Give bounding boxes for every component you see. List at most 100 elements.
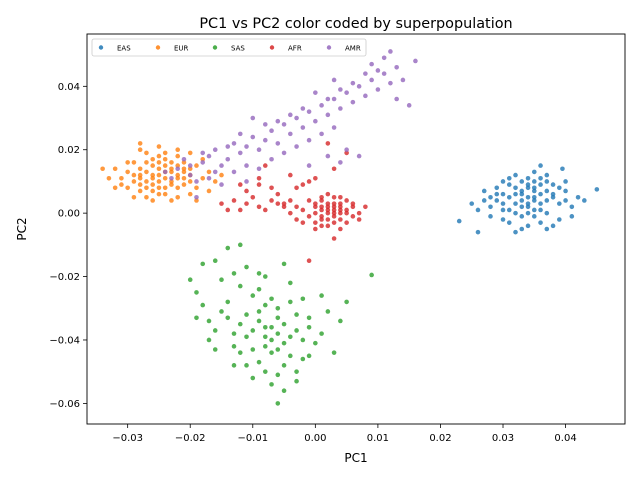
point-afr-31 [325, 207, 331, 213]
point-eur-7 [137, 175, 143, 181]
point-afr-16 [344, 220, 349, 225]
point-eas-24 [481, 198, 487, 203]
point-eas-61 [550, 191, 556, 197]
point-afr-39 [338, 194, 343, 200]
point-eas-53 [538, 201, 543, 206]
point-sas-65 [275, 401, 281, 406]
point-eur-55 [156, 160, 162, 165]
point-amr-4 [194, 179, 199, 184]
point-afr-37 [356, 217, 362, 222]
point-eur-59 [150, 188, 155, 194]
legend-label-eur: EUR [174, 45, 189, 53]
point-sas-10 [294, 328, 299, 333]
point-eur-47 [131, 194, 137, 200]
point-afr-25 [363, 204, 368, 210]
point-eur-22 [119, 175, 124, 181]
point-eas-41 [525, 223, 531, 229]
point-afr-78 [338, 204, 343, 210]
point-afr-35 [331, 214, 337, 219]
point-sas-60 [288, 280, 293, 286]
point-eas-49 [519, 191, 525, 197]
point-sas-36 [288, 299, 293, 305]
point-amr-32 [369, 77, 374, 83]
point-amr-44 [369, 61, 374, 67]
point-eur-73 [131, 172, 137, 178]
point-sas-7 [262, 344, 268, 349]
point-eas-56 [519, 204, 525, 210]
point-amr-24 [319, 103, 324, 108]
point-amr-35 [388, 80, 393, 86]
point-afr-11 [350, 204, 356, 210]
point-amr-2 [200, 160, 206, 165]
legend-items: EAS EUR SAS AFR AMR [98, 45, 361, 53]
point-sas-13 [281, 340, 287, 346]
point-sas-24 [281, 363, 287, 368]
point-amr-64 [256, 166, 262, 172]
point-eur-25 [187, 191, 193, 197]
point-sas-6 [288, 334, 293, 340]
point-sas-38 [306, 315, 312, 321]
point-eur-11 [144, 160, 149, 165]
point-amr-43 [375, 68, 381, 73]
point-sas-53 [244, 264, 249, 270]
point-eur-3 [162, 163, 168, 168]
point-amr-48 [331, 77, 337, 83]
legend-label-sas: SAS [231, 45, 245, 53]
point-eur-26 [169, 169, 174, 175]
point-eur-41 [106, 175, 112, 181]
point-eas-11 [513, 210, 518, 216]
point-afr-28 [344, 198, 349, 203]
point-amr-19 [288, 131, 293, 137]
point-afr-79 [331, 210, 337, 216]
point-sas-19 [231, 331, 237, 336]
point-amr-30 [356, 84, 362, 89]
point-amr-58 [212, 147, 218, 153]
point-eur-52 [144, 179, 149, 184]
point-afr-69 [331, 236, 337, 241]
point-sas-78 [262, 334, 268, 340]
point-eur-50 [150, 163, 155, 168]
point-amr-77 [162, 169, 168, 175]
point-amr-76 [187, 163, 193, 168]
point-eas-1 [531, 194, 537, 200]
point-sas-0 [262, 324, 268, 330]
point-eas-37 [506, 175, 512, 181]
point-eur-42 [200, 156, 206, 162]
point-afr-32 [338, 210, 343, 216]
point-afr-48 [288, 198, 293, 203]
point-eas-63 [513, 185, 518, 191]
point-sas-33 [313, 340, 318, 346]
point-amr-38 [388, 49, 393, 54]
point-eas-57 [531, 185, 537, 191]
point-eas-43 [500, 179, 506, 184]
point-eas-73 [475, 229, 481, 235]
x-tick-label: −0.01 [237, 433, 268, 444]
point-amr-15 [262, 137, 268, 143]
point-eas-67 [544, 179, 550, 184]
point-afr-4 [338, 217, 343, 222]
series-eas [456, 163, 600, 235]
point-afr-77 [319, 223, 324, 229]
point-afr-21 [350, 214, 356, 219]
point-eur-8 [156, 185, 162, 191]
point-sas-48 [200, 302, 206, 308]
point-eur-2 [144, 169, 149, 175]
point-afr-76 [344, 207, 349, 213]
point-eur-36 [162, 150, 168, 156]
point-amr-62 [231, 169, 237, 175]
point-sas-75 [344, 299, 349, 305]
point-sas-49 [325, 309, 331, 314]
point-sas-26 [294, 312, 299, 317]
point-sas-59 [256, 271, 262, 276]
point-eas-44 [513, 229, 518, 235]
point-amr-57 [225, 144, 231, 149]
point-eur-10 [169, 160, 174, 165]
point-amr-71 [344, 147, 349, 153]
point-amr-55 [250, 115, 256, 121]
point-eas-62 [525, 182, 531, 187]
y-axis-label: PC2 [15, 217, 29, 240]
point-amr-47 [338, 87, 343, 92]
point-amr-37 [381, 55, 387, 61]
point-amr-6 [206, 153, 212, 159]
point-eas-38 [538, 163, 543, 168]
